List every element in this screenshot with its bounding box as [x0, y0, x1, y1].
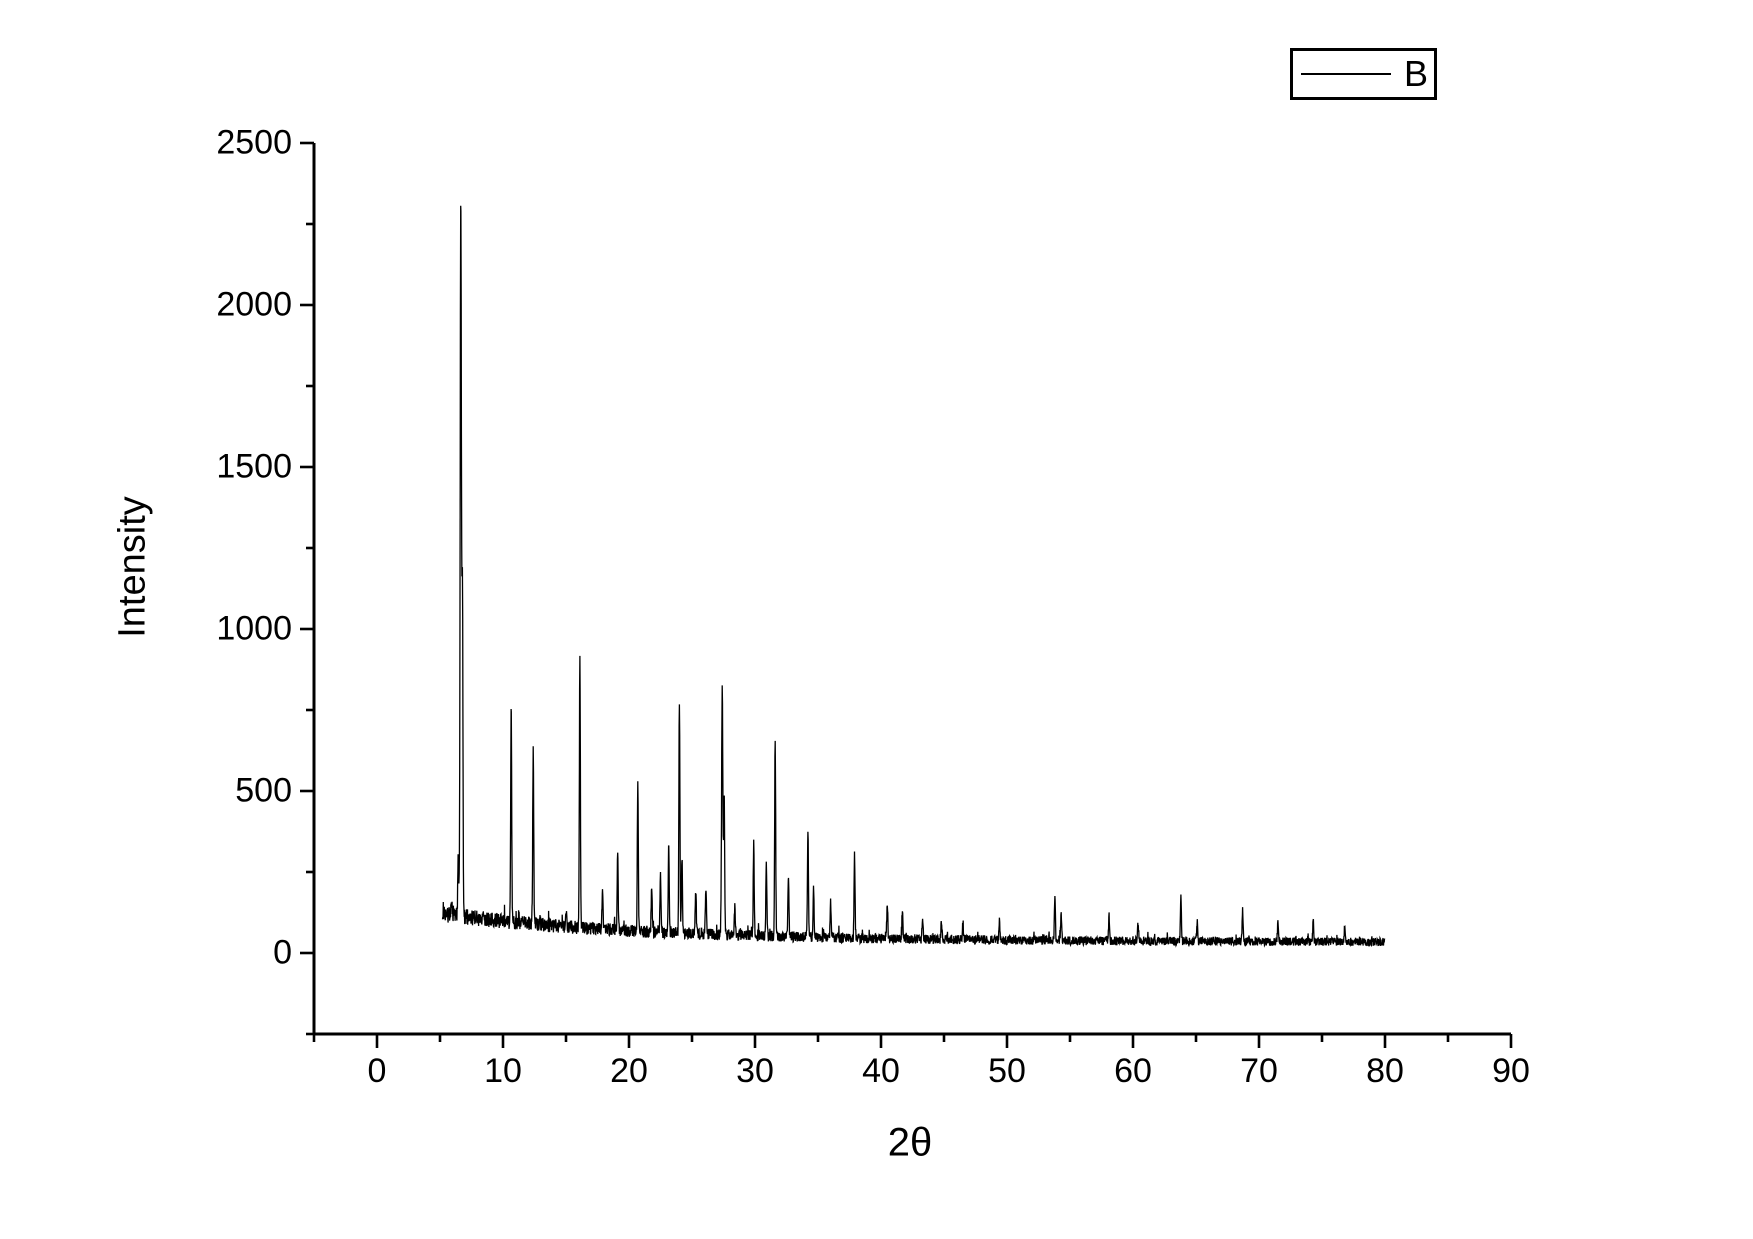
legend-line-sample — [1301, 73, 1391, 75]
y-tick-label: 1500 — [216, 447, 292, 486]
x-tick-label: 90 — [1492, 1052, 1530, 1090]
x-tick-label: 0 — [367, 1052, 387, 1090]
x-tick-label: 80 — [1366, 1052, 1404, 1090]
x-tick-label: 10 — [484, 1052, 522, 1090]
x-axis-title: 2θ — [887, 1120, 933, 1165]
y-axis-title: Intensity — [111, 496, 154, 638]
x-tick-label: 70 — [1240, 1052, 1278, 1090]
y-tick-label: 1000 — [216, 609, 292, 648]
x-tick-label: 60 — [1114, 1052, 1152, 1090]
trace-B — [441, 205, 1386, 948]
x-tick-label: 20 — [610, 1052, 648, 1090]
x-tick-label: 30 — [736, 1052, 774, 1090]
y-tick-label: 2000 — [216, 285, 292, 324]
legend-series-label: B — [1404, 53, 1429, 94]
x-tick-label: 40 — [862, 1052, 900, 1090]
y-tick-label: 0 — [273, 933, 292, 972]
y-tick-label: 500 — [235, 771, 292, 810]
legend: B — [1290, 48, 1437, 100]
y-tick-label: 2500 — [216, 123, 292, 162]
x-tick-label: 50 — [988, 1052, 1026, 1090]
